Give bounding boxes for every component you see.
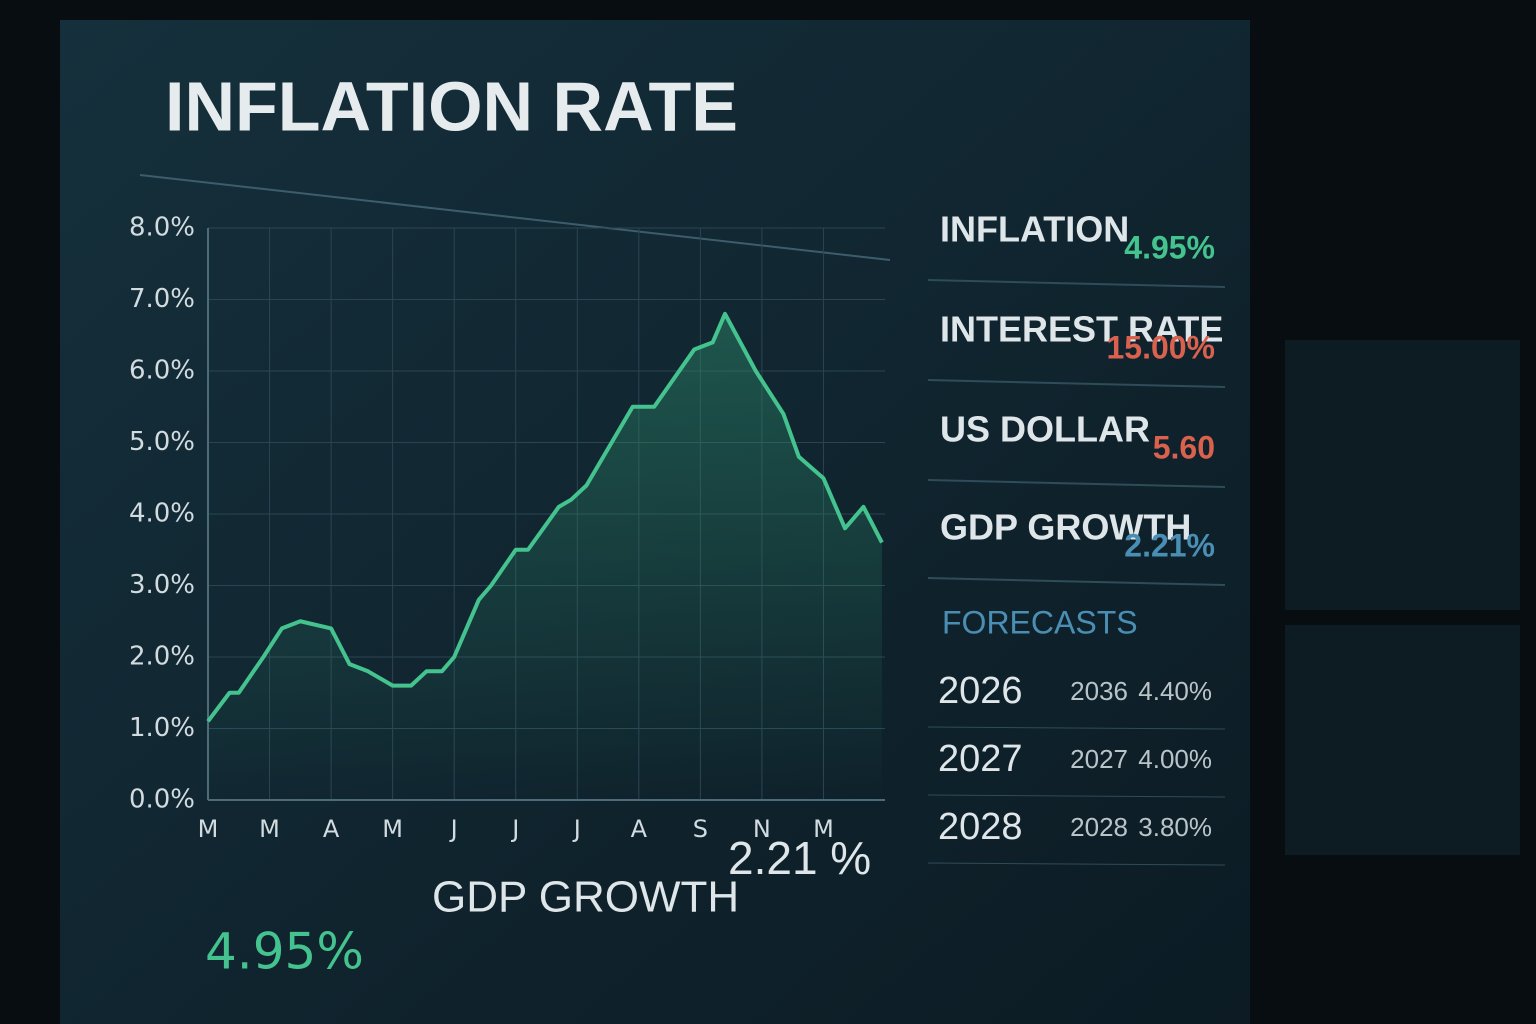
x-tick-label: M [198,815,219,843]
y-tick-label: 2.0% [129,642,195,672]
x-tick-label: A [631,815,648,843]
panel-label: INTEREST RATE [940,309,1223,350]
forecast-cell: 3.80% [1138,812,1212,842]
y-tick-label: 8.0% [129,213,195,243]
forecast-title: FORECASTS [942,604,1138,640]
y-tick-label: 5.0% [129,427,195,457]
summary-gdp: 2.21 % [728,832,871,884]
y-tick-label: 7.0% [129,284,195,314]
y-tick-label: 0.0% [129,785,195,815]
background-monitor [1285,340,1520,610]
forecast-cell: 2028 [1070,812,1128,842]
summary-label: GDP GROWTH [432,873,739,922]
x-tick-label: A [323,815,340,843]
panel-value: 2.21% [1124,527,1215,563]
x-tick-label: J [572,815,581,843]
forecast-cell: 2026 [938,670,1023,712]
forecast-cell: 2036 [1070,676,1128,706]
x-tick-label: N [753,815,771,843]
panel-rule [927,479,1226,488]
y-tick-label: 6.0% [129,356,195,386]
x-tick-label: S [693,815,708,843]
background-monitor [1285,625,1520,855]
forecast-cell: 2027 [1070,744,1128,774]
panel-value: 4.95% [1124,229,1215,265]
y-tick-label: 1.0% [129,713,195,743]
panel-rule [927,794,1226,798]
chart-title: INFLATION RATE [165,67,738,145]
x-tick-label: J [510,815,519,843]
forecast-cell: 4.40% [1138,676,1212,706]
forecast-cell: 2028 [938,806,1023,848]
panel-rule [927,279,1226,288]
summary-value: 4.95% [205,923,364,981]
x-tick-label: M [382,815,403,843]
title-rule [139,174,891,261]
forecast-cell: 2027 [938,738,1023,780]
panel-rule [927,862,1226,866]
panel-rule [927,726,1226,730]
panel-label: US DOLLAR [940,409,1150,450]
panel-value: 5.60 [1153,429,1215,465]
y-tick-label: 3.0% [129,570,195,600]
x-tick-label: J [449,815,458,843]
forecast-cell: 4.00% [1138,744,1212,774]
panel-value: 15.00% [1106,329,1215,365]
panel-rule [927,379,1226,388]
panel-label: INFLATION [940,209,1129,250]
line [206,311,884,723]
panel-label: GDP GROWTH [940,507,1191,548]
y-tick-label: 4.0% [129,499,195,529]
x-tick-label: M [813,815,834,843]
panel-rule [927,577,1226,586]
x-tick-label: M [259,815,280,843]
